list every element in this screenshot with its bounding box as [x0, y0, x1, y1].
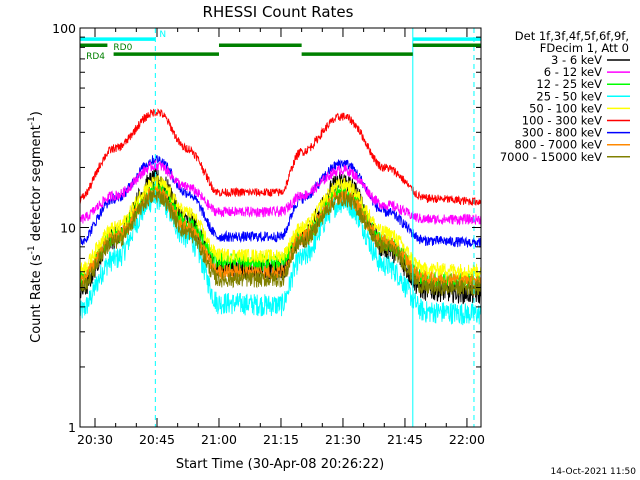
- x-axis-label: Start Time (30-Apr-08 20:26:22): [176, 457, 384, 472]
- legend-label-6-12-kev: 6 - 12 keV: [544, 65, 602, 79]
- legend-label-50-100-kev: 50 - 100 keV: [529, 101, 602, 115]
- series-line-50-100-kev: [79, 174, 482, 278]
- legend-label-12-25-kev: 12 - 25 keV: [536, 77, 602, 91]
- x-tick-label: 20:30: [77, 432, 113, 447]
- legend-header-line-2: FDecim 1, Att 0: [540, 41, 629, 55]
- legend-label-7000-15000-kev: 7000 - 15000 keV: [500, 150, 602, 164]
- x-tick-label: 21:30: [325, 432, 361, 447]
- legend-header-line-1: Det 1f,3f,4f,5f,6f,9f,: [515, 29, 629, 43]
- y-tick-label: 100: [52, 21, 76, 36]
- x-tick-label: 21:00: [201, 432, 237, 447]
- y-axis-label-exp1: -1: [27, 245, 37, 254]
- y-axis-label: Count Rate (s-1 detector segment-1): [27, 111, 44, 343]
- flag-label-rd0: RD0: [113, 43, 132, 53]
- legend: Det 1f,3f,4f,5f,6f,9f, FDecim 1, Att 0 3…: [500, 29, 630, 164]
- footer-timestamp: 14-Oct-2021 11:50: [551, 467, 637, 477]
- chart-title: RHESSI Count Rates: [203, 3, 354, 21]
- x-tick-label: 20:45: [139, 432, 175, 447]
- y-tick-label: 10: [60, 221, 76, 236]
- legend-label-800-7000-kev: 800 - 7000 keV: [514, 138, 602, 152]
- legend-label-25-50-kev: 25 - 50 keV: [536, 89, 602, 103]
- y-axis-label-exp2: -1: [27, 116, 37, 125]
- series-line-6-12-kev: [79, 160, 482, 226]
- flag-label-rd4: RD4: [86, 52, 105, 62]
- series-layer: [79, 108, 482, 326]
- y-axis-label-end: ): [29, 111, 44, 116]
- legend-label-3-6-kev: 3 - 6 keV: [551, 53, 602, 67]
- series-line-300-800-kev: [79, 155, 482, 248]
- x-tick-label: 21:15: [263, 432, 299, 447]
- y-axis-label-base: Count Rate (s: [29, 254, 44, 343]
- flag-label-n: N: [159, 30, 166, 40]
- y-axis-label-mid: detector segment: [29, 125, 44, 245]
- series-line-7000-15000-kev: [79, 189, 482, 296]
- x-tick-label: 21:45: [387, 432, 423, 447]
- legend-label-100-300-kev: 100 - 300 keV: [522, 114, 602, 128]
- x-tick-label: 22:00: [449, 432, 485, 447]
- legend-label-300-800-kev: 300 - 800 keV: [522, 126, 602, 140]
- axes: 20:30 20:45 21:00 21:15 21:30 21:45 22:00 1 10 10…: [52, 21, 485, 447]
- flag-bars: N RD0 RD4: [80, 30, 481, 62]
- series-line-100-300-kev: [79, 108, 482, 206]
- y-tick-label: 1: [68, 420, 76, 435]
